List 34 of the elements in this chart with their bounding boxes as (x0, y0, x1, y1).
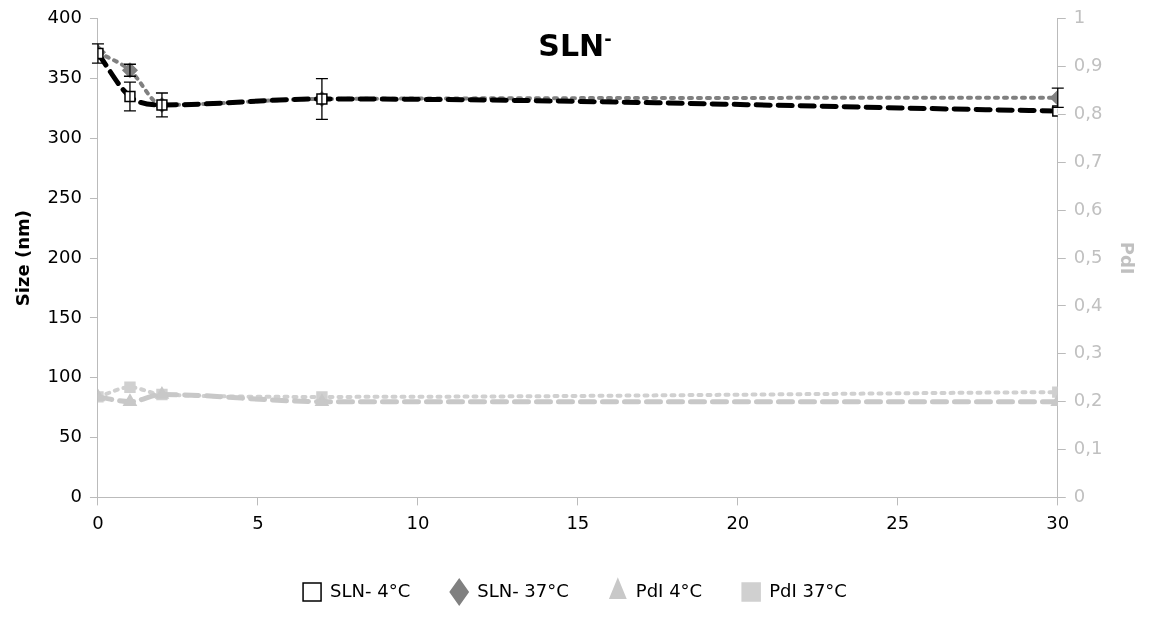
y2-tick-label: 0,6 (1073, 197, 1103, 219)
x-tick-label: 0 (92, 511, 104, 533)
y-tick-label: 250 (47, 185, 82, 207)
y2-tick-label: 0,9 (1073, 54, 1103, 76)
y2-tick-label: 0,7 (1073, 150, 1103, 172)
legend-label: SLN- 37°C (477, 579, 569, 601)
x-tick-label: 30 (1046, 511, 1070, 533)
legend-label: PdI 4°C (635, 579, 703, 601)
y2-tick-label: 0,8 (1073, 102, 1103, 124)
y2-tick-label: 0,1 (1073, 437, 1103, 459)
y-tick-label: 400 (47, 6, 82, 28)
y-tick-label: 200 (47, 245, 82, 267)
y2-tick-label: 0,5 (1073, 245, 1103, 267)
chart-title: SLN$^{-}$ (538, 28, 612, 63)
y2-tick-label: 0 (1073, 485, 1086, 507)
y2-tick-label: 1 (1073, 6, 1086, 28)
y2-axis-title: PdI (1116, 241, 1138, 275)
y2-tick-label: 0,3 (1073, 341, 1103, 363)
y-tick-label: 50 (59, 425, 82, 447)
x-tick-label: 25 (886, 511, 910, 533)
y-tick-label: 0 (70, 485, 82, 507)
y-axis-title: Size (nm) (12, 210, 34, 307)
legend-label: SLN- 4°C (330, 579, 411, 601)
legend-label: PdI 37°C (769, 579, 847, 601)
x-tick-label: 20 (726, 511, 750, 533)
y-tick-label: 300 (47, 126, 82, 148)
y-tick-label: 150 (47, 305, 82, 327)
y2-tick-label: 0,4 (1073, 293, 1103, 315)
x-tick-label: 10 (406, 511, 430, 533)
y2-tick-label: 0,2 (1073, 389, 1103, 411)
x-tick-label: 15 (566, 511, 590, 533)
x-tick-label: 5 (252, 511, 264, 533)
y-tick-label: 350 (47, 66, 82, 88)
y-tick-label: 100 (47, 365, 82, 387)
